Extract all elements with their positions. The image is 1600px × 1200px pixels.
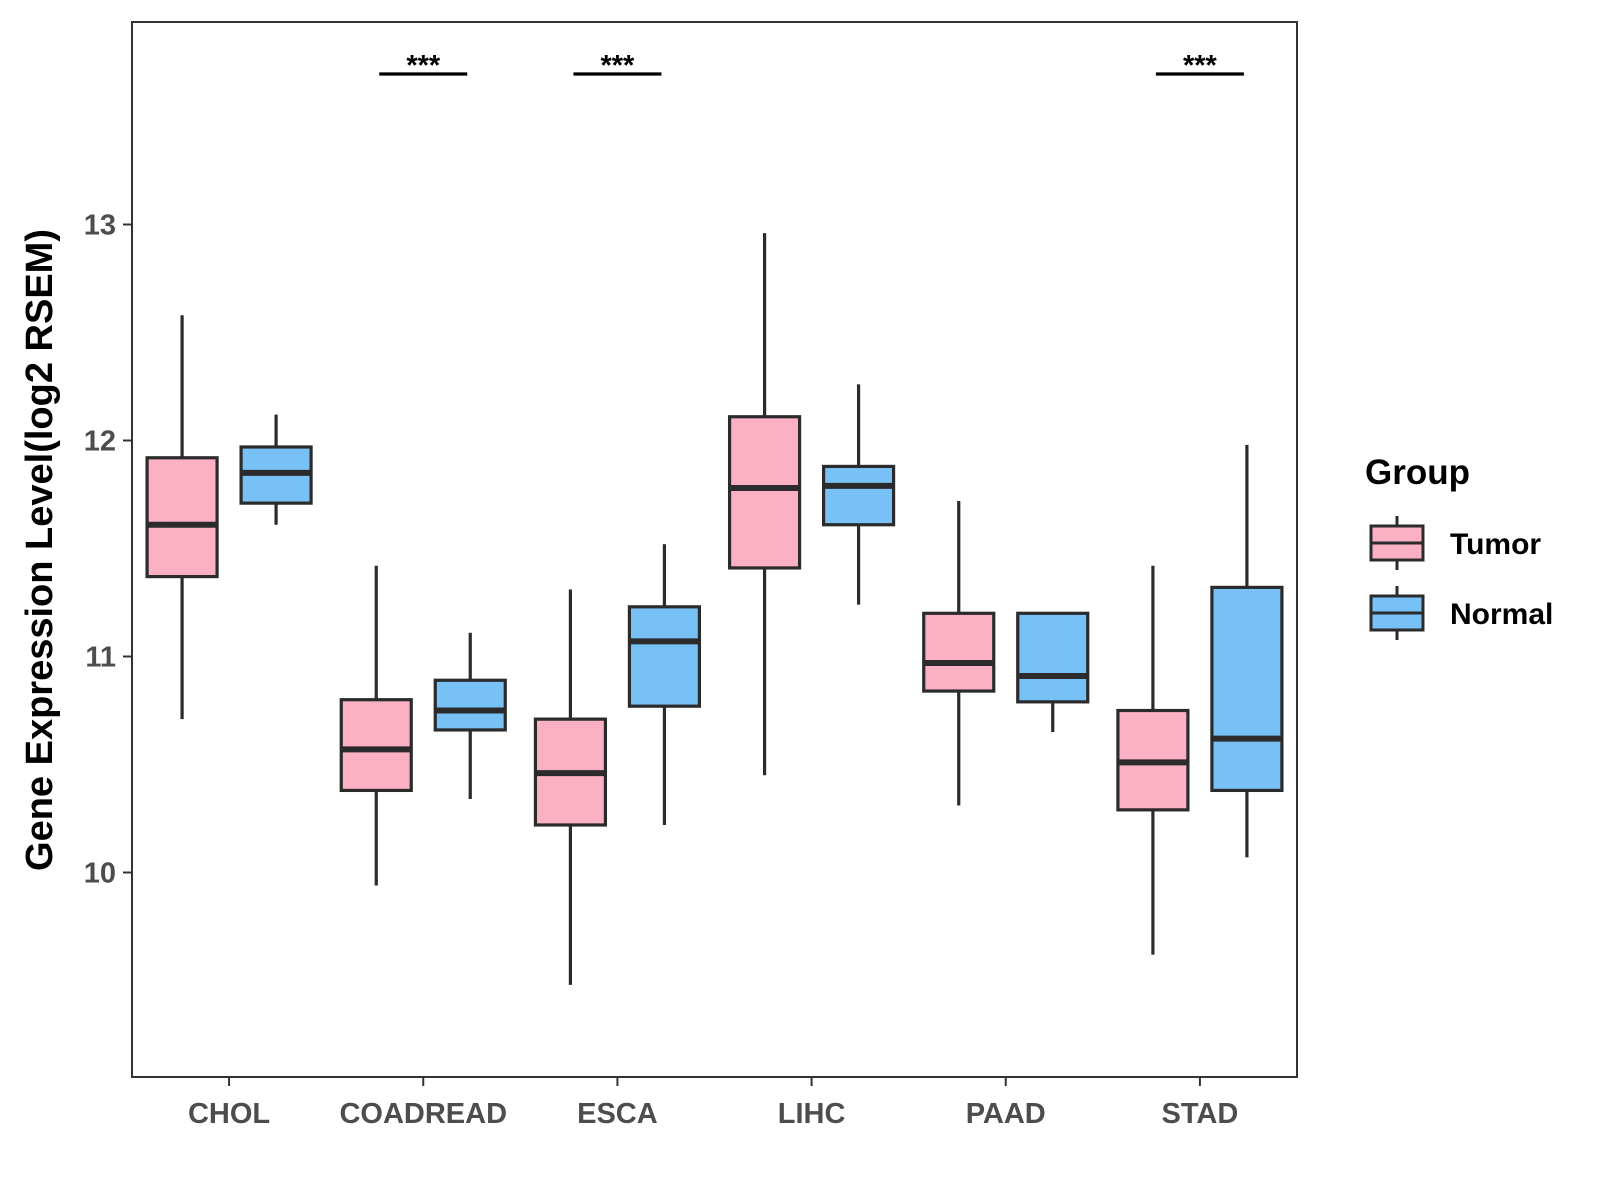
box-normal-lihc <box>821 384 896 605</box>
y-axis: 10 11 12 13 <box>84 210 132 890</box>
x-tick-label-coadread: COADREAD <box>339 1098 507 1130</box>
legend-label: Tumor <box>1450 528 1541 561</box>
box-iqr <box>922 611 996 693</box>
legend-label: Normal <box>1450 598 1553 631</box>
box-iqr <box>339 698 413 793</box>
legend-entry-normal: Normal <box>1369 586 1553 640</box>
box-iqr <box>727 415 802 570</box>
x-tick-label-lihc: LIHC <box>778 1098 846 1130</box>
x-tick-label-stad: STAD <box>1162 1098 1239 1130</box>
significance-esca: *** <box>573 50 662 82</box>
box-iqr <box>433 678 507 732</box>
box-normal-coadread <box>433 632 507 800</box>
x-tick-label-esca: ESCA <box>577 1098 658 1130</box>
significance-stad: *** <box>1155 50 1244 82</box>
box-tumor-stad <box>1116 565 1190 955</box>
box-tumor-lihc <box>727 233 802 776</box>
box-tumor-coadread <box>339 565 413 886</box>
legend: Group Tumor Normal <box>1365 453 1553 640</box>
box-tumor-paad <box>922 500 996 806</box>
box-normal-stad <box>1210 444 1284 858</box>
y-axis-title: Gene Expression Level(log2 RSEM) <box>19 229 61 871</box>
y-tick-label: 13 <box>84 210 116 242</box>
box-tumor-chol <box>145 315 219 720</box>
legend-entry-tumor: Tumor <box>1369 516 1541 570</box>
significance-label: *** <box>406 50 441 82</box>
y-tick-label: 12 <box>84 426 116 458</box>
box-normal-esca <box>627 544 702 825</box>
significance-coadread: *** <box>379 50 468 82</box>
significance-label: *** <box>600 50 635 82</box>
box-series <box>145 233 1284 985</box>
box-iqr <box>1210 585 1284 793</box>
box-tumor-esca <box>533 589 608 985</box>
y-tick-label: 10 <box>84 858 116 890</box>
plot-panel <box>131 21 1298 1078</box>
box-normal-paad <box>1016 611 1090 733</box>
box-iqr <box>145 456 219 579</box>
significance-label: *** <box>1183 50 1218 82</box>
x-tick-label-paad: PAAD <box>966 1098 1046 1130</box>
legend-title: Group <box>1365 453 1470 492</box>
box-iqr <box>1016 611 1090 704</box>
y-tick-label: 11 <box>85 642 116 674</box>
box-normal-chol <box>239 414 313 525</box>
x-tick-label-chol: CHOL <box>188 1098 270 1130</box>
x-axis: CHOL COADREAD ESCA LIHC PAAD STAD <box>188 1077 1238 1130</box>
box-iqr <box>821 464 896 527</box>
box-iqr <box>627 605 702 708</box>
significance-annotations: *** *** *** <box>379 50 1244 82</box>
